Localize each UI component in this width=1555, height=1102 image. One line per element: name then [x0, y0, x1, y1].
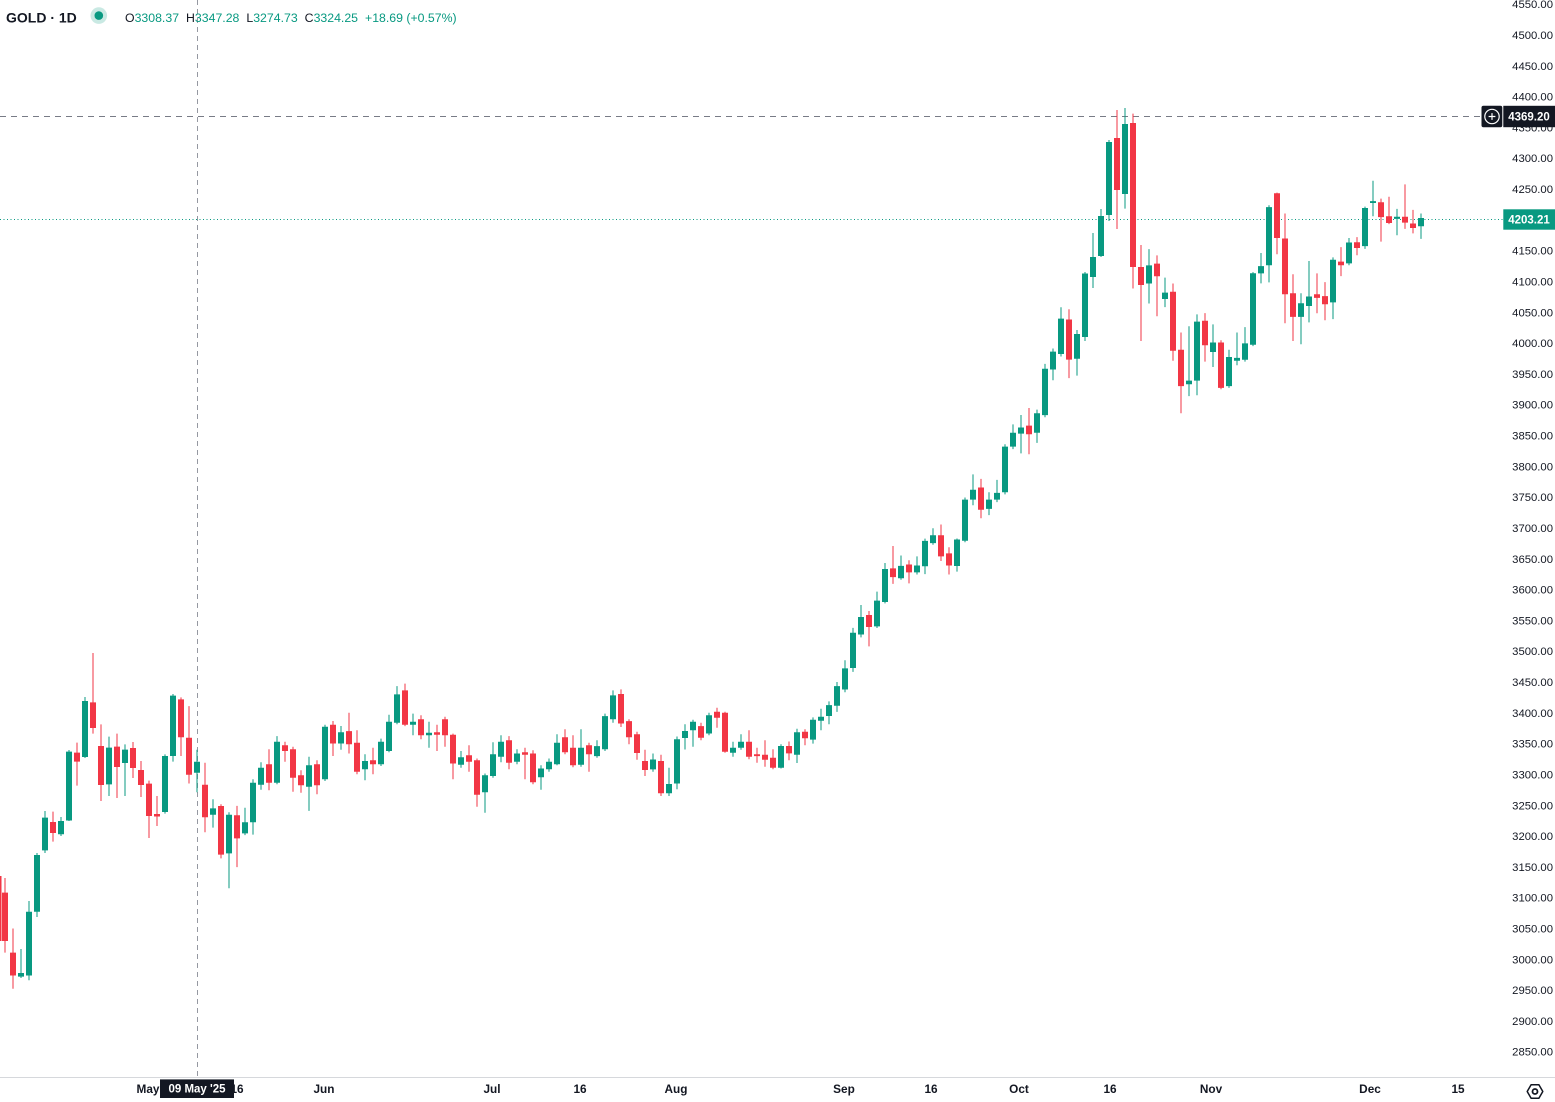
- svg-text:4150.00: 4150.00: [1512, 246, 1553, 258]
- svg-text:16: 16: [1103, 1082, 1117, 1096]
- svg-text:4500.00: 4500.00: [1512, 30, 1553, 42]
- svg-text:Oct: Oct: [1009, 1082, 1029, 1096]
- svg-text:4550.00: 4550.00: [1512, 0, 1553, 11]
- svg-text:16: 16: [924, 1082, 938, 1096]
- svg-text:4300.00: 4300.00: [1512, 153, 1553, 165]
- svg-text:4100.00: 4100.00: [1512, 277, 1553, 289]
- svg-text:3250.00: 3250.00: [1512, 800, 1553, 812]
- svg-text:2850.00: 2850.00: [1512, 1047, 1553, 1059]
- svg-text:3150.00: 3150.00: [1512, 862, 1553, 874]
- svg-text:4400.00: 4400.00: [1512, 92, 1553, 104]
- svg-text:3100.00: 3100.00: [1512, 893, 1553, 905]
- svg-text:May: May: [137, 1082, 160, 1096]
- svg-text:4369.20: 4369.20: [1508, 112, 1550, 124]
- svg-text:3450.00: 3450.00: [1512, 677, 1553, 689]
- svg-text:3050.00: 3050.00: [1512, 924, 1553, 936]
- svg-text:3500.00: 3500.00: [1512, 646, 1553, 658]
- svg-text:3650.00: 3650.00: [1512, 554, 1553, 566]
- svg-text:3850.00: 3850.00: [1512, 431, 1553, 443]
- svg-text:Jun: Jun: [314, 1082, 335, 1096]
- svg-text:16: 16: [573, 1082, 587, 1096]
- svg-text:GOLD · 1D: GOLD · 1D: [6, 10, 77, 26]
- svg-text:4250.00: 4250.00: [1512, 184, 1553, 196]
- svg-text:15: 15: [1451, 1082, 1465, 1096]
- svg-text:3550.00: 3550.00: [1512, 615, 1553, 627]
- svg-text:2950.00: 2950.00: [1512, 985, 1553, 997]
- svg-text:3350.00: 3350.00: [1512, 739, 1553, 751]
- svg-text:2900.00: 2900.00: [1512, 1016, 1553, 1028]
- svg-text:3950.00: 3950.00: [1512, 369, 1553, 381]
- svg-text:3900.00: 3900.00: [1512, 400, 1553, 412]
- svg-text:Nov: Nov: [1200, 1082, 1223, 1096]
- svg-text:09 May '25: 09 May '25: [168, 1084, 226, 1096]
- svg-text:3800.00: 3800.00: [1512, 461, 1553, 473]
- svg-text:3600.00: 3600.00: [1512, 585, 1553, 597]
- svg-text:Jul: Jul: [483, 1082, 500, 1096]
- svg-text:4450.00: 4450.00: [1512, 61, 1553, 73]
- svg-text:3300.00: 3300.00: [1512, 769, 1553, 781]
- svg-text:4203.21: 4203.21: [1508, 215, 1550, 227]
- svg-text:3000.00: 3000.00: [1512, 954, 1553, 966]
- svg-text:4050.00: 4050.00: [1512, 307, 1553, 319]
- svg-text:Dec: Dec: [1359, 1082, 1381, 1096]
- svg-text:3750.00: 3750.00: [1512, 492, 1553, 504]
- svg-text:Sep: Sep: [833, 1082, 855, 1096]
- svg-text:3400.00: 3400.00: [1512, 708, 1553, 720]
- svg-text:4000.00: 4000.00: [1512, 338, 1553, 350]
- svg-text:3700.00: 3700.00: [1512, 523, 1553, 535]
- svg-text:Aug: Aug: [665, 1082, 688, 1096]
- svg-text:3200.00: 3200.00: [1512, 831, 1553, 843]
